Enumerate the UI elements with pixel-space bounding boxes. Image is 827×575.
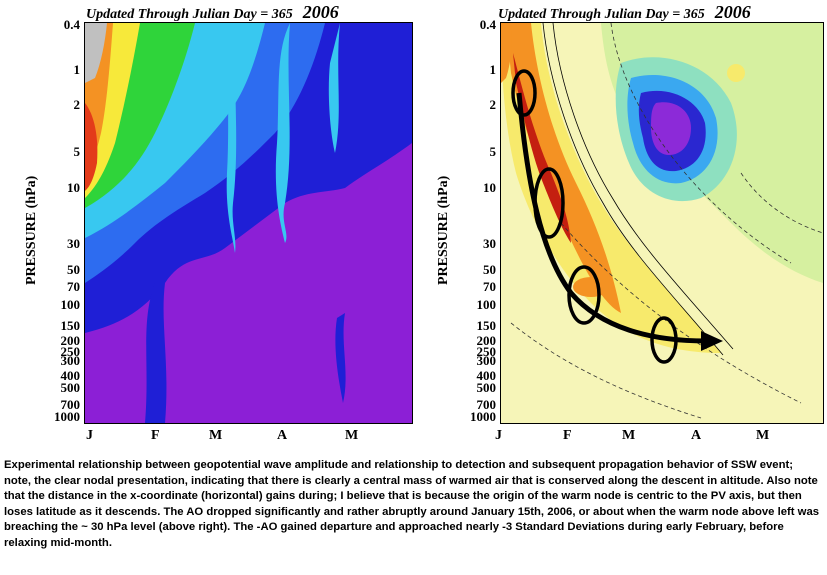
y-tick-label: 500 — [476, 379, 497, 395]
left-heatmap-svg — [85, 23, 412, 423]
y-tick-label: 250 — [60, 344, 81, 360]
right-year-label: 2006 — [714, 2, 751, 22]
y-tick-label: 50 — [67, 261, 80, 277]
y-tick-label: 1000 — [54, 409, 80, 424]
right-contour-1 — [610, 23, 792, 264]
y-tick-label: 200 — [476, 332, 497, 348]
right-yellow-spot — [727, 64, 745, 82]
x-tick-label: M — [345, 428, 359, 443]
descent-arrow-head — [701, 331, 723, 351]
y-tick-label: 10 — [483, 179, 496, 195]
right-chart-title: Updated Through Julian Day = 365 2006 — [498, 2, 751, 23]
right-contour-4 — [740, 172, 823, 234]
y-tick-label: 30 — [67, 235, 80, 251]
x-tick-label: J — [495, 428, 502, 443]
y-tick-label: 300 — [60, 353, 81, 369]
left-year-label: 2006 — [302, 2, 339, 22]
left-chart-panel: Updated Through Julian Day = 365 2006 PRE… — [0, 0, 413, 450]
x-tick-label: M — [622, 428, 636, 443]
right-orange-top — [501, 23, 512, 83]
y-tick-label: 1 — [489, 61, 497, 77]
y-tick-label: 2 — [489, 97, 497, 113]
left-title-text: Updated Through Julian Day = 365 — [86, 7, 293, 22]
right-contour-5 — [542, 23, 724, 356]
y-tick-label: 200 — [60, 332, 81, 348]
y-tick-label: 150 — [60, 318, 81, 333]
y-tick-label: 700 — [476, 396, 497, 412]
left-blue-patch — [335, 313, 346, 403]
x-tick-label: M — [756, 428, 770, 443]
y-tick-label: 100 — [476, 297, 497, 313]
left-blue-plume — [145, 283, 167, 423]
right-warm-core — [513, 53, 571, 243]
y-tick-label: 150 — [476, 318, 497, 333]
right-solid-contours — [542, 23, 734, 356]
left-cyan-streak-1 — [226, 23, 237, 253]
y-tick-label: 10 — [67, 179, 80, 195]
right-orange-spot — [573, 277, 609, 297]
left-y-axis-label: PRESSURE (hPa) — [24, 175, 39, 285]
y-tick-label: 50 — [483, 261, 496, 277]
x-tick-label: F — [151, 428, 160, 443]
right-contour-3 — [510, 322, 702, 419]
y-tick-label: 2 — [73, 97, 81, 113]
x-tick-label: A — [277, 428, 288, 443]
y-tick-label: 70 — [67, 279, 80, 295]
right-yellow-band — [501, 23, 721, 353]
y-tick-label: 500 — [60, 379, 81, 395]
y-tick-label: 5 — [73, 144, 81, 160]
y-tick-label: 100 — [60, 297, 81, 313]
node-ellipse-1 — [511, 69, 537, 117]
y-tick-label: 300 — [476, 353, 497, 369]
y-tick-label: 70 — [483, 279, 496, 295]
right-contour-6 — [552, 23, 734, 350]
left-chart-title: Updated Through Julian Day = 365 2006 — [86, 2, 339, 23]
caption-text: Experimental relationship between geopot… — [4, 459, 820, 549]
right-heatmap-svg — [501, 23, 823, 423]
left-cyan-streak-2 — [275, 23, 290, 243]
right-title-text: Updated Through Julian Day = 365 — [498, 7, 705, 22]
x-tick-label: F — [563, 428, 572, 443]
y-tick-label: 0.4 — [63, 17, 80, 32]
left-cyan-streak-3 — [328, 23, 340, 153]
left-red-core — [85, 103, 98, 191]
right-y-axis-label: PRESSURE (hPa) — [436, 175, 451, 285]
left-heatmap-plot — [84, 22, 413, 424]
y-tick-label: 30 — [483, 235, 496, 251]
right-heatmap-plot — [500, 22, 824, 424]
y-tick-label: 400 — [476, 368, 497, 384]
y-tick-label: 250 — [476, 344, 497, 360]
y-tick-label: 1000 — [470, 409, 496, 424]
right-purple-core — [651, 102, 691, 155]
x-tick-label: M — [209, 428, 223, 443]
y-tick-label: 0.4 — [479, 17, 496, 32]
y-tick-label: 400 — [60, 368, 81, 384]
x-tick-label: A — [691, 428, 702, 443]
left-gray-top — [85, 23, 107, 83]
descent-arrow-path — [516, 92, 707, 344]
right-dashed-contours — [510, 23, 823, 419]
right-contour-2 — [560, 222, 802, 404]
y-tick-label: 1 — [73, 61, 81, 77]
x-tick-label: J — [86, 428, 93, 443]
y-tick-label: 5 — [489, 144, 497, 160]
node-ellipse-3 — [567, 265, 601, 325]
right-annotation-overlay — [511, 69, 723, 364]
y-tick-label: 700 — [60, 396, 81, 412]
right-chart-panel: Updated Through Julian Day = 365 2006 PRE… — [413, 0, 827, 450]
